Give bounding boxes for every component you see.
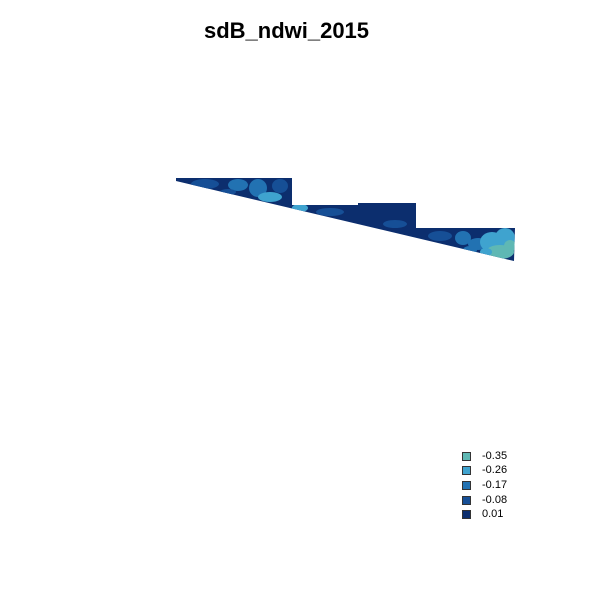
legend-label: -0.35 [482, 449, 508, 462]
legend-label: -0.26 [482, 464, 508, 477]
legend-label: 0.01 [482, 508, 504, 521]
raster-patch [455, 231, 471, 245]
legend-item: 0.01 [462, 507, 507, 522]
raster-base [176, 178, 515, 261]
raster-patch [428, 231, 452, 241]
ndwi-raster [176, 178, 515, 261]
legend-item: -0.35 [462, 449, 507, 464]
raster-patch [292, 204, 308, 212]
raster-patch [504, 240, 515, 252]
map-title: sdB_ndwi_2015 [203, 18, 370, 43]
legend-swatch [462, 480, 471, 490]
raster-patch [463, 246, 477, 254]
raster-patch [383, 220, 407, 228]
raster-patch [228, 179, 248, 191]
raster-patch [249, 179, 267, 197]
legend-swatch [462, 451, 471, 461]
raster-patch [316, 208, 344, 216]
raster-patch [272, 179, 288, 193]
raster-patch [220, 189, 236, 195]
legend-item: -0.26 [462, 464, 507, 479]
raster-patch [191, 179, 219, 189]
legend-swatch [462, 495, 471, 505]
legend-label: -0.08 [482, 493, 508, 506]
legend-label: -0.17 [482, 478, 508, 491]
legend-item: -0.08 [462, 493, 507, 508]
legend-swatch [462, 510, 471, 520]
legend-swatch [462, 466, 471, 476]
raster-patch [480, 248, 492, 256]
legend: -0.35 -0.26 -0.17 -0.08 0.01 [462, 449, 507, 522]
raster-patch [258, 192, 282, 202]
legend-item: -0.17 [462, 478, 507, 493]
